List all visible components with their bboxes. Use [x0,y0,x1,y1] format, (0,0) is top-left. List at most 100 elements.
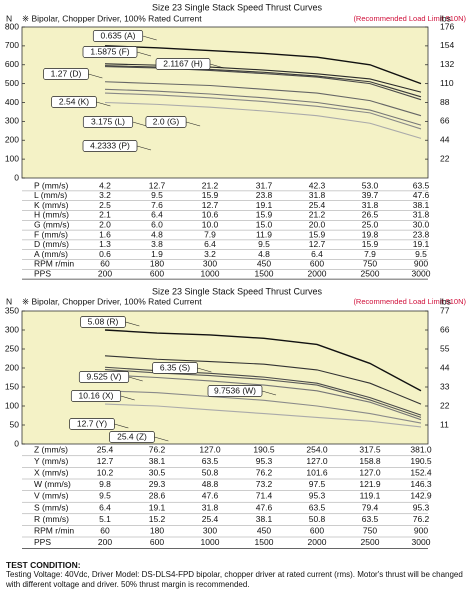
table-cell: 15.9 [202,190,219,200]
chart: Size 23 Single Stack Speed Thrust Curves… [5,2,466,549]
table-cell: 180 [150,259,164,269]
row-label: K (mm/s) [34,200,69,210]
series-label: 4.2333 (P) [90,140,130,150]
x-category: 1000 [201,268,220,278]
label-box [109,431,155,443]
table-cell: 25.4 [309,200,326,210]
table-cell: 26.5 [362,210,379,220]
table-cell: 50.8 [202,467,219,477]
series-label: 1.5875 (F) [90,46,129,56]
table-cell: 30.5 [149,467,166,477]
y2-tick-label: 66 [440,324,450,334]
series-label: 1.27 (D) [51,68,82,78]
y2-tick-label: 154 [440,40,454,50]
row-label: W (mm/s) [34,479,71,489]
table-cell: 47.6 [413,190,430,200]
chart-title: Size 23 Single Stack Speed Thrust Curves [152,2,322,12]
y-axis-label: N [6,296,12,306]
table-cell: 1.3 [99,239,111,249]
table-cell: 60 [100,525,110,535]
table-cell: 31.8 [202,502,219,512]
test-condition-text: Testing Voltage: 40Vdc, Driver Model: DS… [6,570,463,589]
y-axis-label: N [6,13,12,23]
table-cell: 600 [310,259,324,269]
x-category: 2000 [308,268,327,278]
table-cell: 15.2 [149,514,166,524]
table-cell: 50.8 [309,514,326,524]
table-cell: 47.6 [256,502,273,512]
table-cell: 300 [203,525,217,535]
y2-tick-label: 77 [440,305,450,315]
row-label: RPM r/min [34,525,74,535]
row-label: P (mm/s) [34,180,68,190]
table-cell: 900 [414,525,428,535]
series-label: 2.1167 (H) [163,58,203,68]
label-leader [136,145,152,151]
table-cell: 31.8 [362,200,379,210]
row-label: H (mm/s) [34,210,69,220]
label-box [82,46,138,58]
x-category: 3000 [412,268,431,278]
label-leader [197,367,212,373]
label-leader [142,35,157,41]
x-category: 1500 [255,268,274,278]
table-cell: 76.2 [256,467,273,477]
table-cell: 19.1 [413,239,430,249]
label-leader [209,63,225,69]
label-leader [128,376,143,382]
y-tick-label: 800 [5,21,19,31]
table-cell: 12.7 [149,180,166,190]
y-tick-label: 50 [10,419,20,429]
label-box [145,116,187,128]
y-tick-label: 200 [5,135,19,145]
y2-tick-label: 22 [440,153,450,163]
table-cell: 19.1 [256,200,273,210]
label-box [207,385,263,397]
label-leader [96,101,111,107]
row-label: PPS [34,268,51,278]
table-cell: 4.2 [99,180,111,190]
y2-axis-label: lbs [440,13,451,23]
table-cell: 450 [257,525,271,535]
series-label: 2.54 (K) [59,96,89,106]
table-cell: 73.2 [256,479,273,489]
table-cell: 6.4 [204,239,216,249]
table-cell: 121.9 [359,479,381,489]
y-tick-label: 150 [5,381,19,391]
y-tick-label: 600 [5,59,19,69]
table-cell: 95.3 [309,491,326,501]
table-cell: 10.6 [202,210,219,220]
y2-tick-label: 55 [440,343,450,353]
table-cell: 0.6 [99,249,111,259]
row-label: R (mm/s) [34,514,69,524]
table-cell: 146.3 [410,479,432,489]
table-cell: 3.8 [151,239,163,249]
label-box [82,140,138,152]
table-cell: 48.8 [202,479,219,489]
label-box [80,316,126,328]
series-label: 5.08 (R) [88,316,119,326]
table-cell: 9.5 [258,239,270,249]
table-cell: 31.8 [309,190,326,200]
table-cell: 2.0 [99,219,111,229]
thrust-curve [104,390,422,424]
table-cell: 19.1 [149,502,166,512]
row-label: V (mm/s) [34,491,69,501]
y2-tick-label: 132 [440,59,454,69]
table-cell: 6.4 [151,210,163,220]
table-cell: 23.8 [256,190,273,200]
x-category: 200 [98,537,112,547]
y2-tick-label: 176 [440,21,454,31]
table-cell: 95.3 [256,456,273,466]
row-label: RPM r/min [34,259,74,269]
table-cell: 42.3 [309,180,326,190]
table-cell: 317.5 [359,444,381,454]
table-cell: 1.9 [151,249,163,259]
table-cell: 127.0 [359,467,381,477]
table-cell: 158.8 [359,456,381,466]
table-cell: 101.6 [306,467,328,477]
y-tick-label: 0 [14,438,19,448]
y2-tick-label: 33 [440,381,450,391]
x-category: 600 [150,268,164,278]
